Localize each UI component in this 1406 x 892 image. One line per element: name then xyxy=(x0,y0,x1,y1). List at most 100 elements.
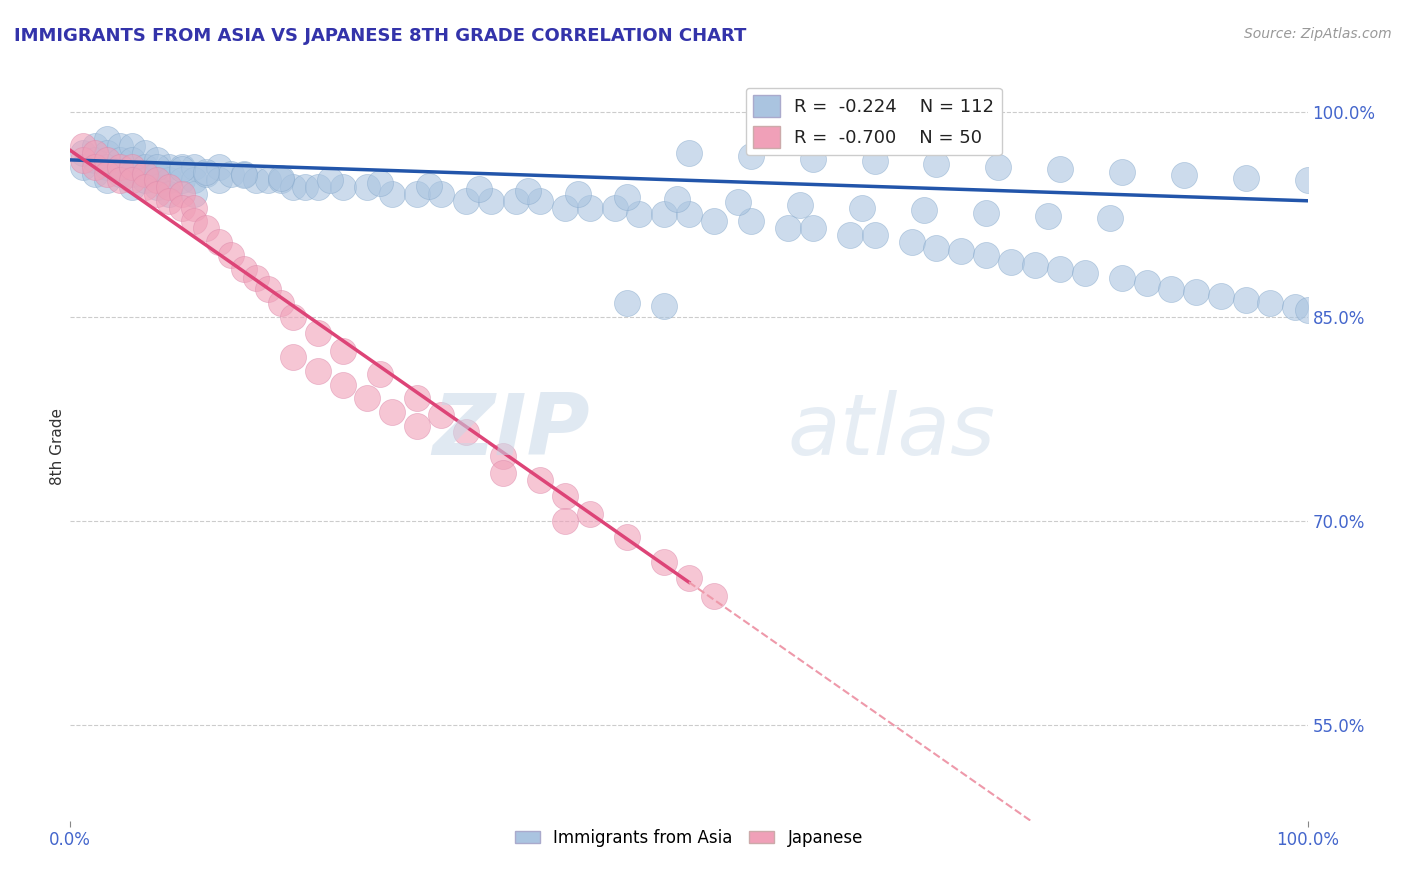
Point xyxy=(863,154,886,169)
Point xyxy=(1111,165,1133,179)
Point xyxy=(183,214,205,228)
Point xyxy=(517,184,540,198)
Point xyxy=(121,153,143,167)
Point xyxy=(430,408,453,422)
Point xyxy=(208,173,231,187)
Point xyxy=(665,193,688,207)
Point xyxy=(1185,285,1208,299)
Text: IMMIGRANTS FROM ASIA VS JAPANESE 8TH GRADE CORRELATION CHART: IMMIGRANTS FROM ASIA VS JAPANESE 8TH GRA… xyxy=(14,27,747,45)
Point xyxy=(776,221,799,235)
Point xyxy=(84,139,107,153)
Point xyxy=(219,248,242,262)
Point xyxy=(838,227,860,242)
Point xyxy=(96,153,118,167)
Point xyxy=(195,165,218,179)
Point xyxy=(456,194,478,208)
Point xyxy=(146,186,169,201)
Point xyxy=(1049,261,1071,276)
Point xyxy=(170,160,193,174)
Point xyxy=(789,198,811,212)
Point xyxy=(974,248,997,262)
Point xyxy=(121,139,143,153)
Point xyxy=(678,146,700,161)
Point xyxy=(567,186,589,201)
Point xyxy=(157,173,180,187)
Point xyxy=(96,167,118,181)
Point xyxy=(134,160,156,174)
Point xyxy=(146,180,169,194)
Point xyxy=(232,167,254,181)
Point xyxy=(183,186,205,201)
Point xyxy=(467,181,489,195)
Point xyxy=(381,186,404,201)
Point xyxy=(183,173,205,187)
Point xyxy=(84,146,107,161)
Point xyxy=(270,170,292,185)
Point xyxy=(307,364,329,378)
Point xyxy=(740,149,762,163)
Point xyxy=(319,173,342,187)
Point xyxy=(1234,293,1257,308)
Point xyxy=(801,221,824,235)
Point xyxy=(281,351,304,365)
Point xyxy=(96,132,118,146)
Point xyxy=(603,201,626,215)
Point xyxy=(195,167,218,181)
Point xyxy=(332,377,354,392)
Point xyxy=(245,271,267,285)
Point xyxy=(987,160,1010,174)
Point xyxy=(579,201,602,215)
Y-axis label: 8th Grade: 8th Grade xyxy=(49,408,65,484)
Point xyxy=(727,195,749,210)
Point xyxy=(554,201,576,215)
Point xyxy=(1234,170,1257,185)
Point xyxy=(950,244,973,259)
Point xyxy=(307,326,329,340)
Point xyxy=(554,490,576,504)
Point xyxy=(356,180,378,194)
Point xyxy=(170,162,193,177)
Point xyxy=(405,392,427,406)
Point xyxy=(232,168,254,182)
Point xyxy=(492,449,515,463)
Point xyxy=(121,167,143,181)
Point xyxy=(652,207,675,221)
Point xyxy=(84,153,107,167)
Point xyxy=(678,207,700,221)
Point xyxy=(703,214,725,228)
Point xyxy=(1260,296,1282,310)
Point xyxy=(381,405,404,419)
Point xyxy=(579,507,602,521)
Point xyxy=(270,296,292,310)
Point xyxy=(456,425,478,440)
Point xyxy=(108,167,131,181)
Point xyxy=(72,139,94,153)
Point xyxy=(1000,255,1022,269)
Point xyxy=(801,152,824,166)
Point xyxy=(208,235,231,249)
Point xyxy=(170,201,193,215)
Text: ZIP: ZIP xyxy=(432,390,591,473)
Point xyxy=(108,160,131,174)
Point xyxy=(307,180,329,194)
Point xyxy=(1098,211,1121,226)
Point xyxy=(146,160,169,174)
Point xyxy=(1296,173,1319,187)
Point xyxy=(195,221,218,235)
Point xyxy=(356,392,378,406)
Point xyxy=(157,186,180,201)
Point xyxy=(146,167,169,181)
Point xyxy=(170,173,193,187)
Point xyxy=(108,139,131,153)
Point xyxy=(492,467,515,481)
Point xyxy=(281,180,304,194)
Point xyxy=(678,571,700,585)
Point xyxy=(232,261,254,276)
Point xyxy=(368,367,391,381)
Point xyxy=(479,194,502,208)
Point xyxy=(72,160,94,174)
Point xyxy=(529,473,551,487)
Point xyxy=(505,194,527,208)
Point xyxy=(183,201,205,215)
Point xyxy=(652,555,675,569)
